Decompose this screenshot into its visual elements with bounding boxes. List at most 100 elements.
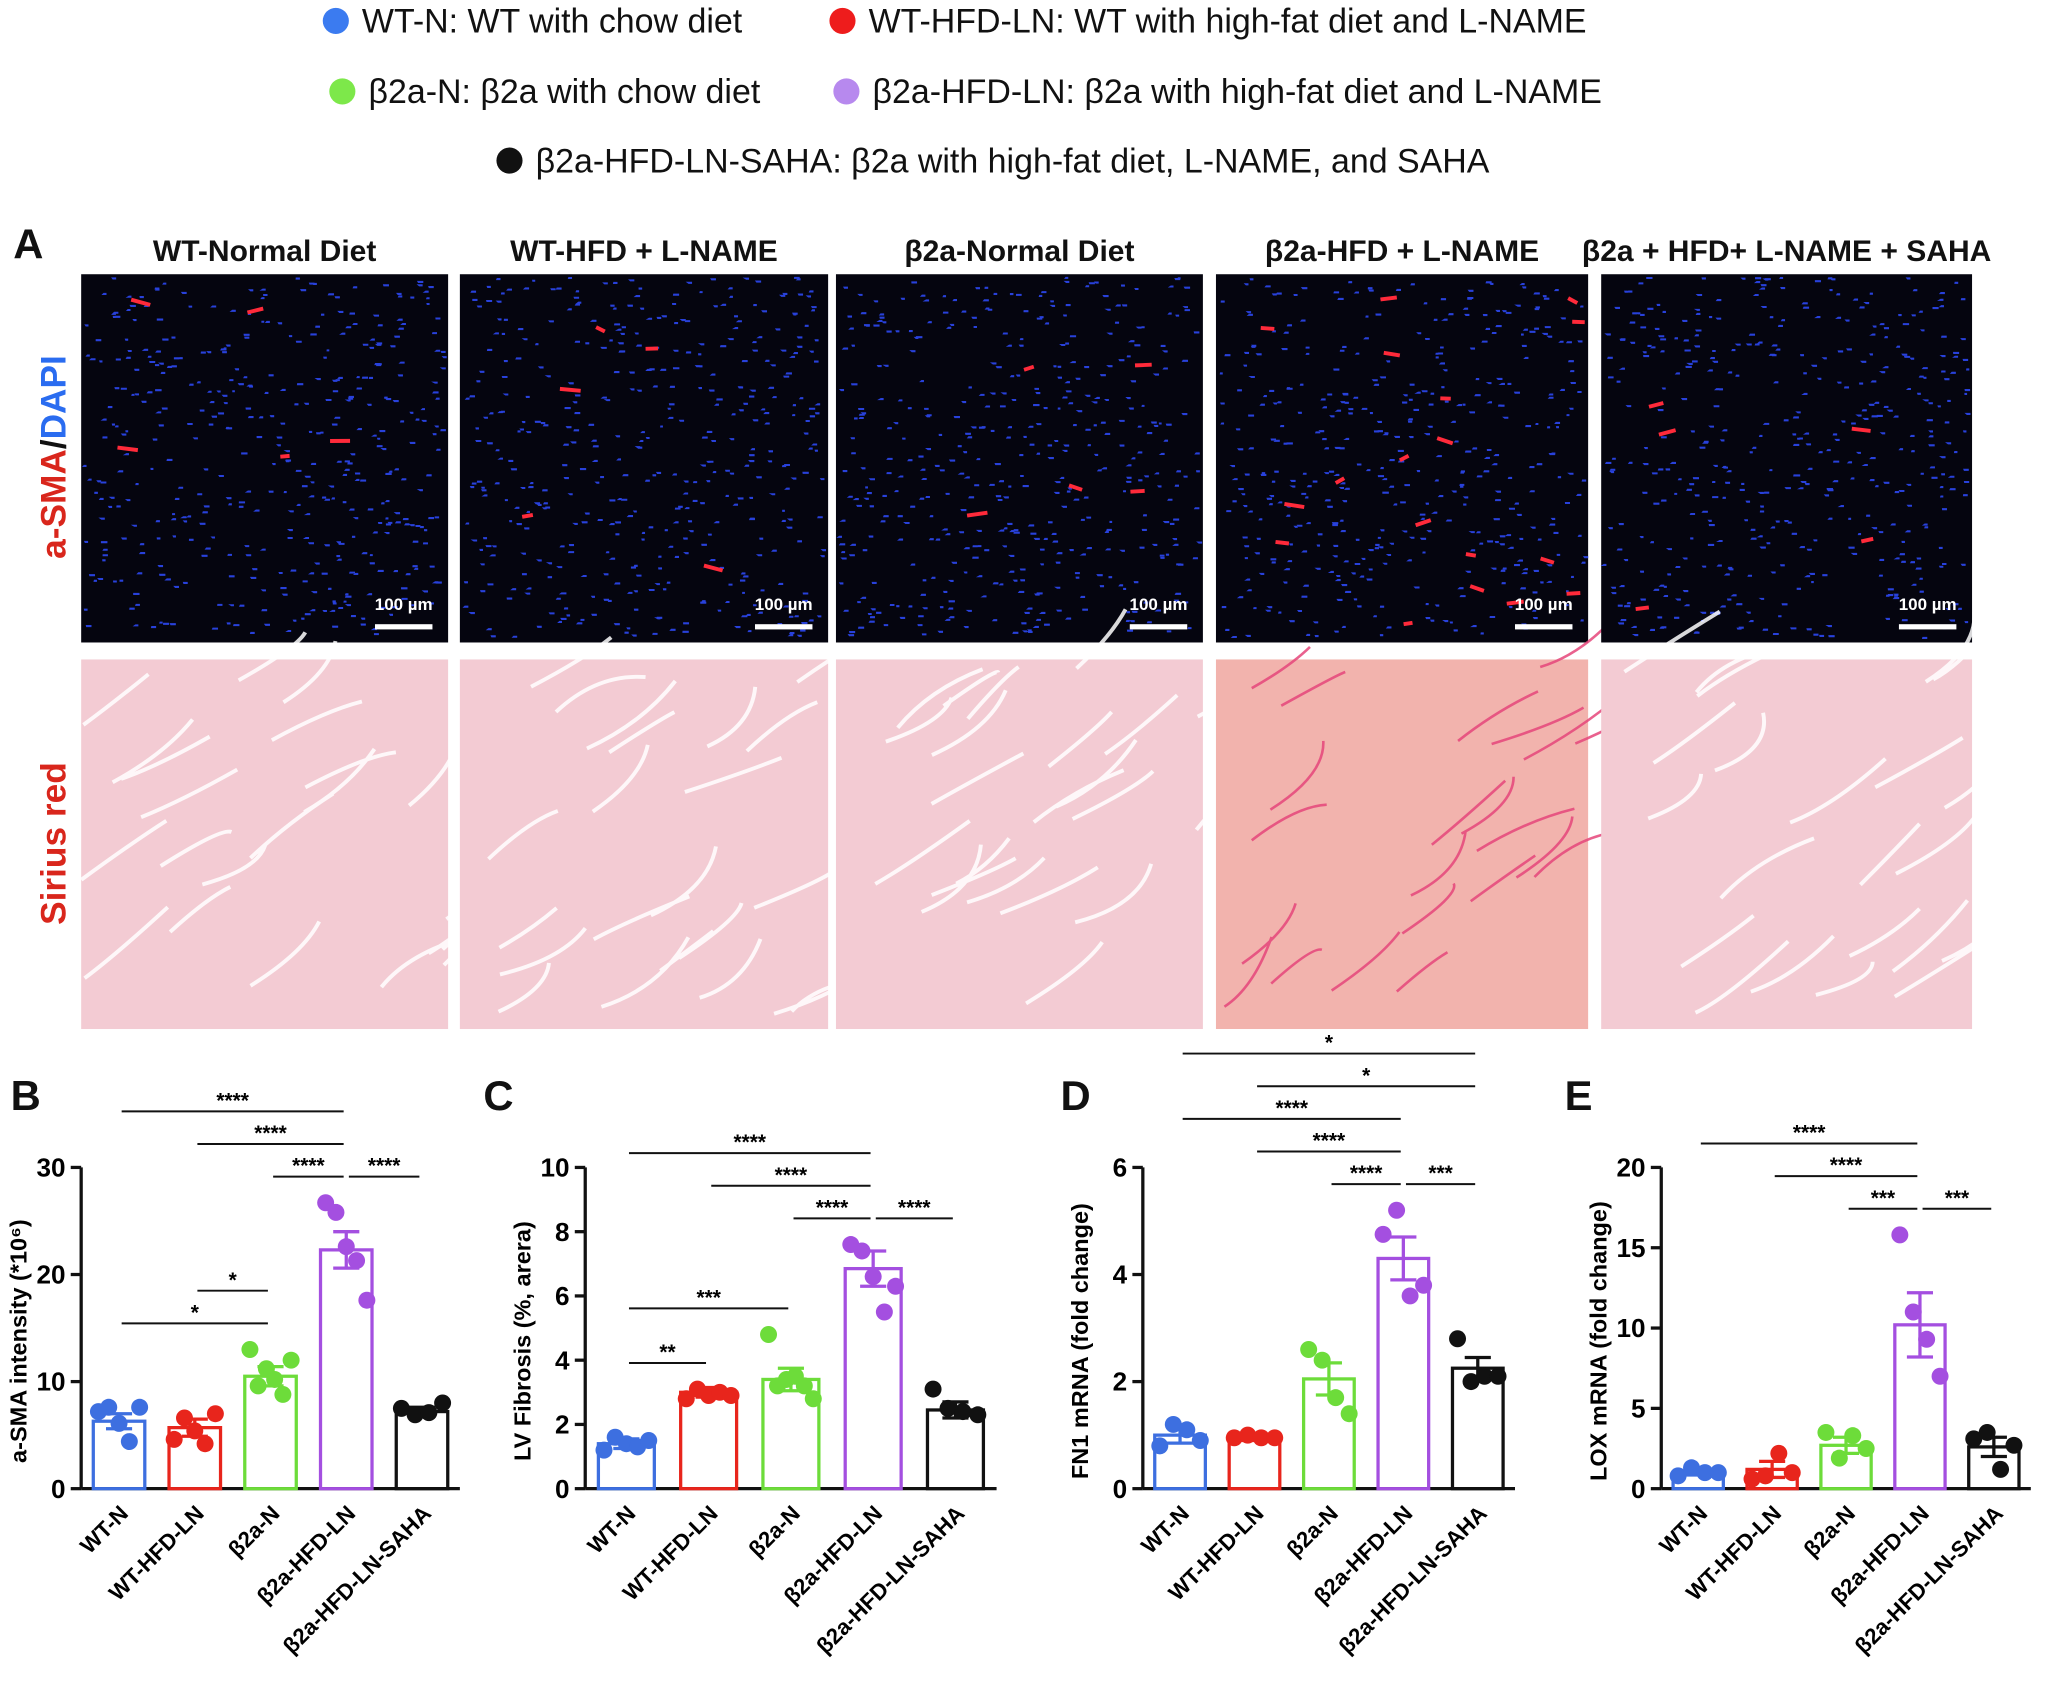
data-point (595, 1441, 613, 1459)
data-point (1374, 1225, 1392, 1243)
significance-label: **** (254, 1122, 287, 1145)
data-point (1891, 1226, 1909, 1244)
y-tick-label: 2 (555, 1410, 570, 1440)
data-point (1844, 1427, 1862, 1445)
scale-bar-label: 100 µm (1130, 595, 1188, 614)
error-bar (1906, 1291, 1934, 1359)
scale-bar (374, 624, 433, 630)
significance-label: **** (734, 1131, 767, 1154)
sma-signal (117, 297, 351, 459)
significance-label: *** (1871, 1187, 1896, 1210)
data-point (120, 1433, 138, 1451)
x-tick-label: WT-N (583, 1501, 641, 1559)
legend-label: WT-HFD-LN: WT with high-fat diet and L-N… (869, 3, 1587, 41)
row-label: Sirius red (35, 762, 74, 925)
data-point (196, 1435, 214, 1453)
data-point (1300, 1340, 1318, 1358)
panel-label: B (11, 1072, 41, 1119)
x-tick-label: β2a-N (1799, 1501, 1860, 1562)
data-point (1191, 1432, 1209, 1449)
data-point (282, 1351, 300, 1369)
data-point (241, 1340, 259, 1358)
data-point (249, 1377, 267, 1395)
data-point (954, 1403, 972, 1421)
data-point (1978, 1423, 1996, 1441)
column-title: β2a-HFD + L-NAME (1265, 235, 1539, 268)
scale-bar (1129, 624, 1188, 630)
sma-signal (1635, 401, 1874, 611)
significance-label: **** (1275, 1097, 1308, 1120)
x-tick-label: WT-N (1654, 1501, 1712, 1559)
legend: WT-N: WT with chow diet WT-HFD-LN: WT wit… (322, 3, 1602, 180)
bar (394, 1409, 450, 1491)
fluorescence-image (835, 274, 1203, 643)
column-title: WT-HFD + L-NAME (510, 235, 778, 268)
data-point (939, 1399, 957, 1417)
data-point (1415, 1276, 1433, 1294)
significance-label: *** (696, 1286, 721, 1309)
y-axis-label: a-SMA intensity (*10⁶) (5, 1219, 31, 1463)
nuclei (82, 277, 447, 636)
significance-label: **** (816, 1196, 849, 1219)
sma-signal (1260, 295, 1585, 627)
data-point (804, 1390, 822, 1408)
legend-label: β2a-HFD-LN-SAHA: β2a with high-fat diet,… (536, 142, 1490, 180)
nuclei (1600, 276, 1971, 639)
legend-marker (329, 78, 356, 105)
data-point (206, 1405, 224, 1423)
row-label-part: DAPI (35, 355, 74, 439)
legend-marker (496, 147, 523, 174)
y-tick-label: 0 (1113, 1474, 1128, 1504)
data-point (1669, 1467, 1687, 1485)
data-point (420, 1404, 438, 1422)
y-tick-label: 8 (555, 1217, 570, 1247)
data-point (1683, 1459, 1700, 1477)
data-point (1462, 1373, 1480, 1391)
data-point (887, 1277, 905, 1295)
data-point (1225, 1429, 1243, 1447)
sirius-image (835, 659, 1203, 1030)
data-point (1817, 1423, 1835, 1441)
fluorescence-image (459, 274, 829, 643)
tissue-streaks (1623, 608, 2023, 1015)
significance-label: *** (1945, 1187, 1970, 1210)
column-title: WT-Normal Diet (153, 235, 376, 268)
y-tick-label: 0 (1631, 1474, 1646, 1504)
y-tick-label: 6 (1113, 1153, 1128, 1183)
column-title: β2a + HFD+ L-NAME + SAHA (1582, 235, 1991, 268)
data-point (1489, 1367, 1507, 1385)
y-tick-label: 30 (36, 1153, 65, 1183)
scale-bar (1898, 624, 1957, 630)
legend-marker (833, 78, 860, 105)
sirius-image (1601, 659, 1973, 1030)
data-point (677, 1390, 695, 1408)
y-axis-label: LV Fibrosis (%, arera) (509, 1221, 535, 1461)
data-point (1770, 1444, 1788, 1462)
data-point (358, 1291, 376, 1309)
y-tick-label: 15 (1617, 1233, 1646, 1263)
data-point (165, 1430, 183, 1448)
y-tick-label: 0 (51, 1474, 66, 1504)
scale-bar-label: 100 µm (755, 595, 813, 614)
data-point (266, 1370, 284, 1388)
data-point (1266, 1429, 1284, 1447)
data-point (2005, 1436, 2023, 1454)
bar (843, 1266, 903, 1491)
data-point (327, 1203, 345, 1221)
data-point (1313, 1351, 1331, 1369)
significance-label: ** (659, 1341, 676, 1364)
data-point (875, 1303, 893, 1321)
data-point (864, 1268, 882, 1286)
data-point (392, 1399, 410, 1417)
significance-label: **** (292, 1155, 325, 1178)
data-point (1918, 1330, 1936, 1348)
fluorescence-image (81, 274, 449, 643)
x-tick-label: β2a-HFD-LN-SAHA (278, 1501, 436, 1659)
data-point (1327, 1389, 1345, 1407)
data-point (1965, 1430, 1983, 1448)
y-tick-label: 10 (1617, 1313, 1646, 1343)
data-point (1783, 1464, 1801, 1482)
data-point (1992, 1460, 2010, 1478)
significance-label: * (191, 1301, 200, 1324)
